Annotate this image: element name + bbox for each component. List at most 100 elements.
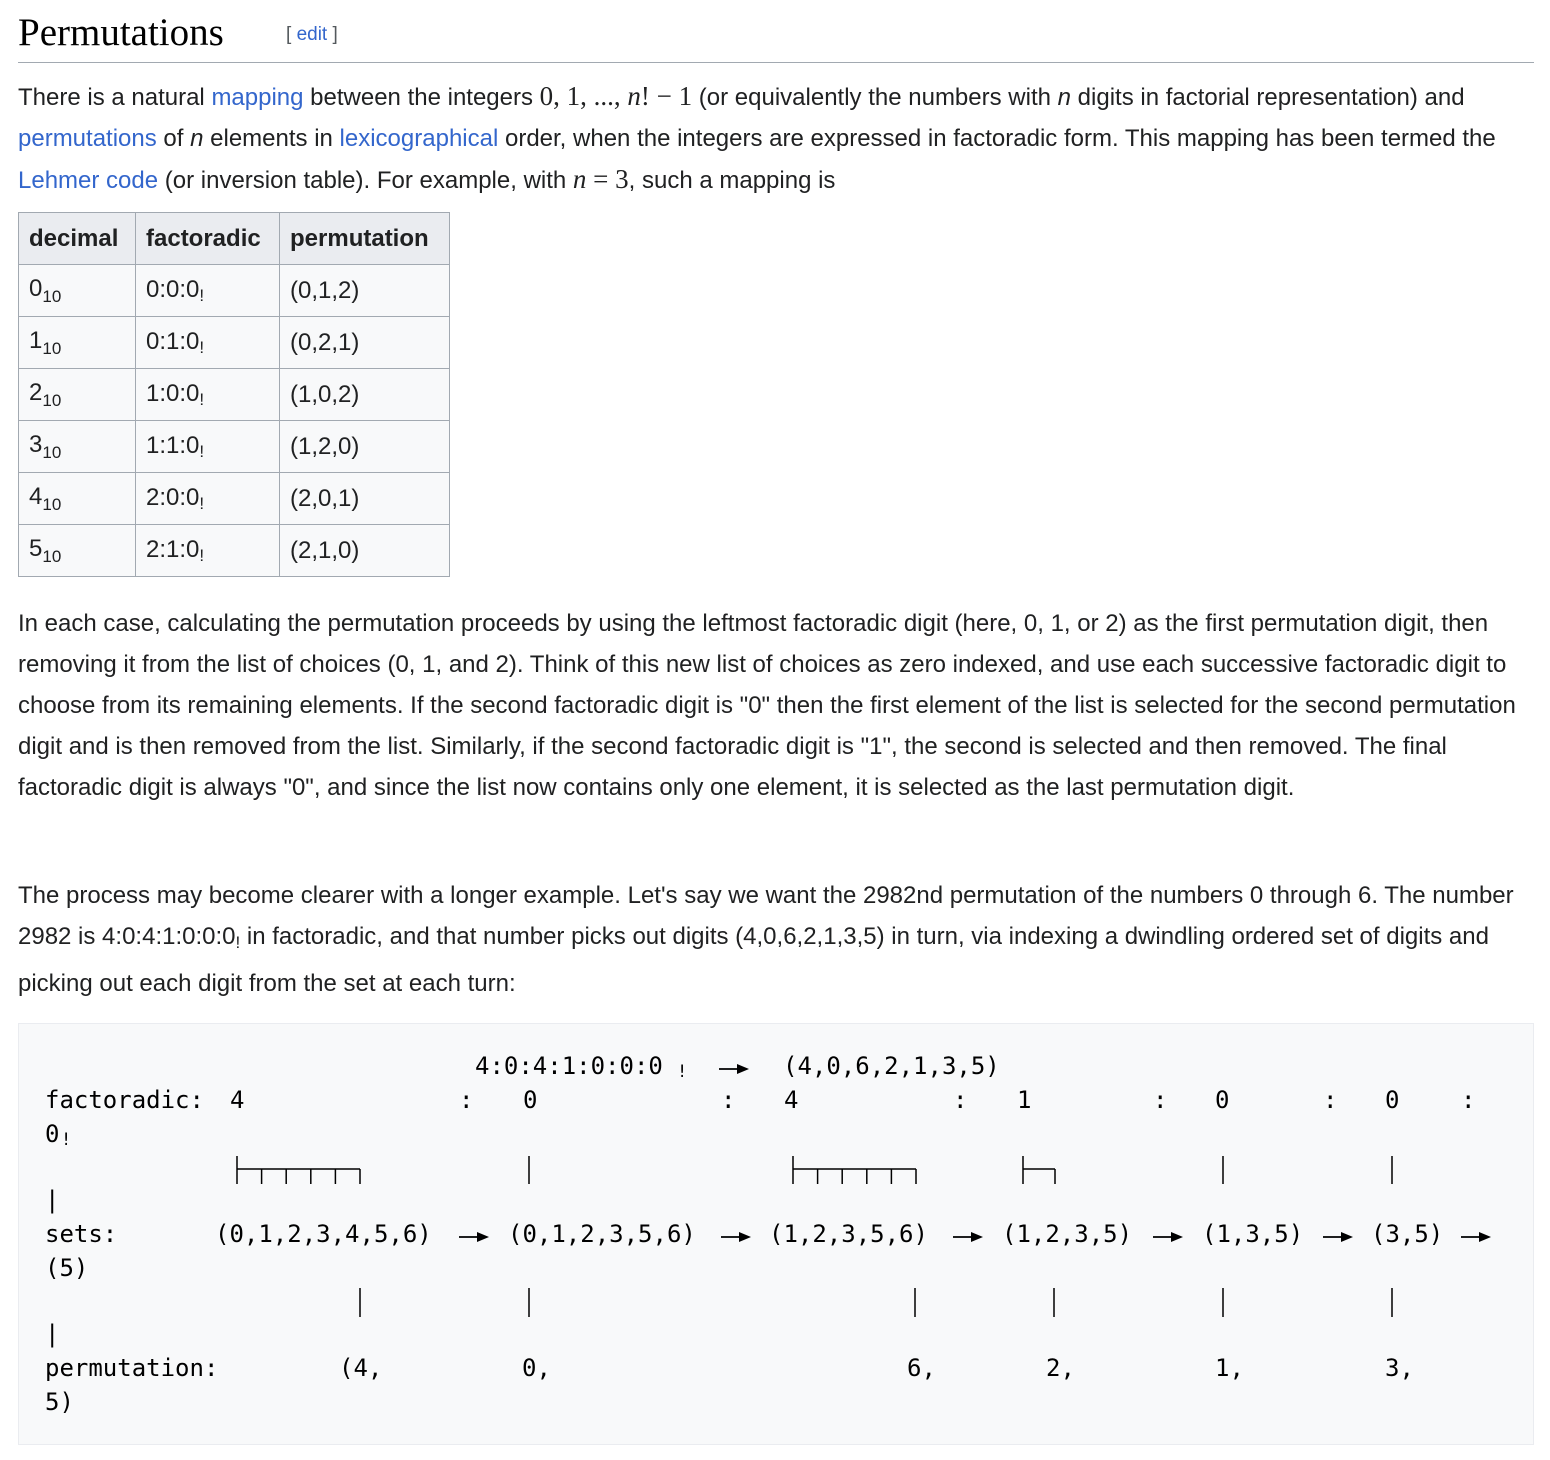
text: , such a mapping is — [628, 167, 836, 194]
decimal-base: 10 — [42, 494, 62, 514]
factoradic-number: 4:0:4:1:0:0:0 — [475, 1052, 663, 1080]
table-body: 010 0:0:0! (0,1,2) 110 0:1:0! (0,2,1) 210 1:0:0… — [18, 264, 450, 577]
permutation-digit: (4, — [339, 1354, 383, 1382]
math-n-equals: n = 3 — [573, 164, 629, 194]
factorial-subscript: ! — [199, 441, 205, 461]
decimal-cell: 110 — [18, 316, 136, 369]
decimal-value: 5 — [29, 534, 43, 562]
section-heading: Permutations [ edit ] — [18, 6, 1534, 63]
lexicographical-link[interactable]: lexicographical — [339, 125, 499, 152]
section-title: Permutations — [18, 11, 224, 54]
factoradic-digit: 0 — [523, 1086, 538, 1114]
permutation-digit: 6, — [907, 1354, 936, 1382]
pipe-mark: | — [45, 1320, 60, 1348]
factoradic-digit: 0 — [45, 1120, 60, 1148]
factoradic-value: 0:0:0 — [146, 275, 200, 303]
separator: : — [953, 1086, 968, 1114]
decimal-cell: 510 — [18, 524, 136, 577]
factorial-subscript: ! — [235, 933, 241, 952]
separator: : — [1323, 1086, 1338, 1114]
permutation-cell: (1,2,0) — [279, 420, 450, 473]
separator: : — [459, 1086, 474, 1114]
math-fact: ! − 1 — [640, 81, 693, 111]
factorial-subscript: ! — [199, 285, 205, 305]
arrow-icon-head — [1171, 1232, 1183, 1242]
arrow-icon-head — [971, 1232, 983, 1242]
factorial-subscript: ! — [61, 1130, 72, 1150]
header-permutation: permutation — [279, 212, 450, 265]
set-value: (1,3,5) — [1202, 1220, 1304, 1248]
set-value: (0,1,2,3,4,5,6) — [215, 1220, 432, 1248]
header-decimal: decimal — [18, 212, 136, 265]
factoradic-cell: 1:0:0! — [135, 368, 280, 421]
lehmer-code-link[interactable]: Lehmer code — [18, 167, 159, 194]
edit-section: [ edit ] — [286, 24, 338, 46]
factoradic-value: 0:1:0 — [146, 327, 200, 355]
text: order, when the integers are expressed i… — [498, 125, 1496, 152]
text: between the integers — [303, 84, 540, 111]
var-n: n — [190, 125, 204, 152]
explanation-paragraph: In each case, calculating the permutatio… — [18, 610, 1516, 801]
math-range: 0, 1, ..., n! − 1 — [540, 81, 692, 111]
var-n: n — [1057, 84, 1071, 111]
set-value: (1,2,3,5) — [1002, 1220, 1133, 1248]
text: digits in factorial representation) and — [1071, 84, 1465, 111]
decimal-cell: 410 — [18, 472, 136, 525]
edit-link[interactable]: edit — [296, 24, 328, 45]
edit-bracket-open: [ — [286, 24, 297, 45]
factoradic-digit: 1 — [1017, 1086, 1032, 1114]
permutation-label: permutation: — [45, 1354, 219, 1382]
text: The process may become clearer with a lo… — [18, 882, 1514, 950]
decimal-value: 1 — [29, 326, 43, 354]
table-row: 010 0:0:0! (0,1,2) — [18, 264, 450, 317]
factoradic-diagram: 4:0:4:1:0:0:0! (4,0,6,2,1,3,5) factoradic:… — [18, 1023, 1534, 1445]
pipe-mark: | — [45, 1186, 60, 1214]
table-row: 310 1:1:0! (1,2,0) — [18, 420, 450, 473]
factorial-subscript: ! — [677, 1062, 688, 1082]
decimal-base: 10 — [42, 390, 62, 410]
math-n: n — [627, 81, 641, 111]
factoradic-value: 1:0:0 — [146, 379, 200, 407]
diagram-marks — [236, 1064, 1491, 1317]
factoradic-cell: 1:1:0! — [135, 420, 280, 473]
text: There is a natural — [18, 84, 212, 111]
factoradic-value: 2:1:0 — [146, 535, 200, 563]
decimal-value: 4 — [29, 482, 43, 510]
permutation-digit: 3, — [1385, 1354, 1414, 1382]
factoradic-digit: 0 — [1385, 1086, 1400, 1114]
decimal-cell: 010 — [18, 264, 136, 317]
permutation-digit: 1, — [1215, 1354, 1244, 1382]
arrow-icon-head — [1341, 1232, 1353, 1242]
permutation-cell: (0,2,1) — [279, 316, 450, 369]
decimal-value: 3 — [29, 430, 43, 458]
factoradic-value: 1:1:0 — [146, 431, 200, 459]
header-factoradic: factoradic — [135, 212, 280, 265]
sets-label: sets: — [45, 1220, 118, 1248]
decimal-cell: 310 — [18, 420, 136, 473]
decimal-value: 0 — [29, 274, 43, 302]
separator: : — [1153, 1086, 1168, 1114]
math-eq: = 3 — [586, 164, 629, 194]
decimal-value: 2 — [29, 378, 43, 406]
text: (or inversion table). For example, with — [158, 167, 573, 194]
factorial-subscript: ! — [199, 493, 205, 513]
factorial-subscript: ! — [199, 545, 205, 565]
set-value: (5) — [45, 1254, 89, 1282]
arrow-icon-head — [737, 1064, 749, 1074]
permutations-link[interactable]: permutations — [18, 125, 157, 152]
factoradic-value: 2:0:0 — [146, 483, 200, 511]
separator: : — [721, 1086, 736, 1114]
factorial-subscript: ! — [199, 389, 205, 409]
factoradic-cell: 0:1:0! — [135, 316, 280, 369]
set-value: (3,5) — [1371, 1220, 1444, 1248]
separator: : — [1461, 1086, 1476, 1114]
mapping-link[interactable]: mapping — [211, 84, 304, 111]
permutation-cell: (2,1,0) — [279, 524, 450, 577]
text: in factoradic, and that number picks out… — [18, 923, 1489, 997]
permutation-cell: (0,1,2) — [279, 264, 450, 317]
permutation-digit: 5) — [45, 1388, 74, 1416]
text: (or equivalently the numbers with — [692, 84, 1058, 111]
decimal-base: 10 — [42, 286, 62, 306]
permutation-digit: 0, — [522, 1354, 551, 1382]
math-n: n — [572, 164, 587, 194]
